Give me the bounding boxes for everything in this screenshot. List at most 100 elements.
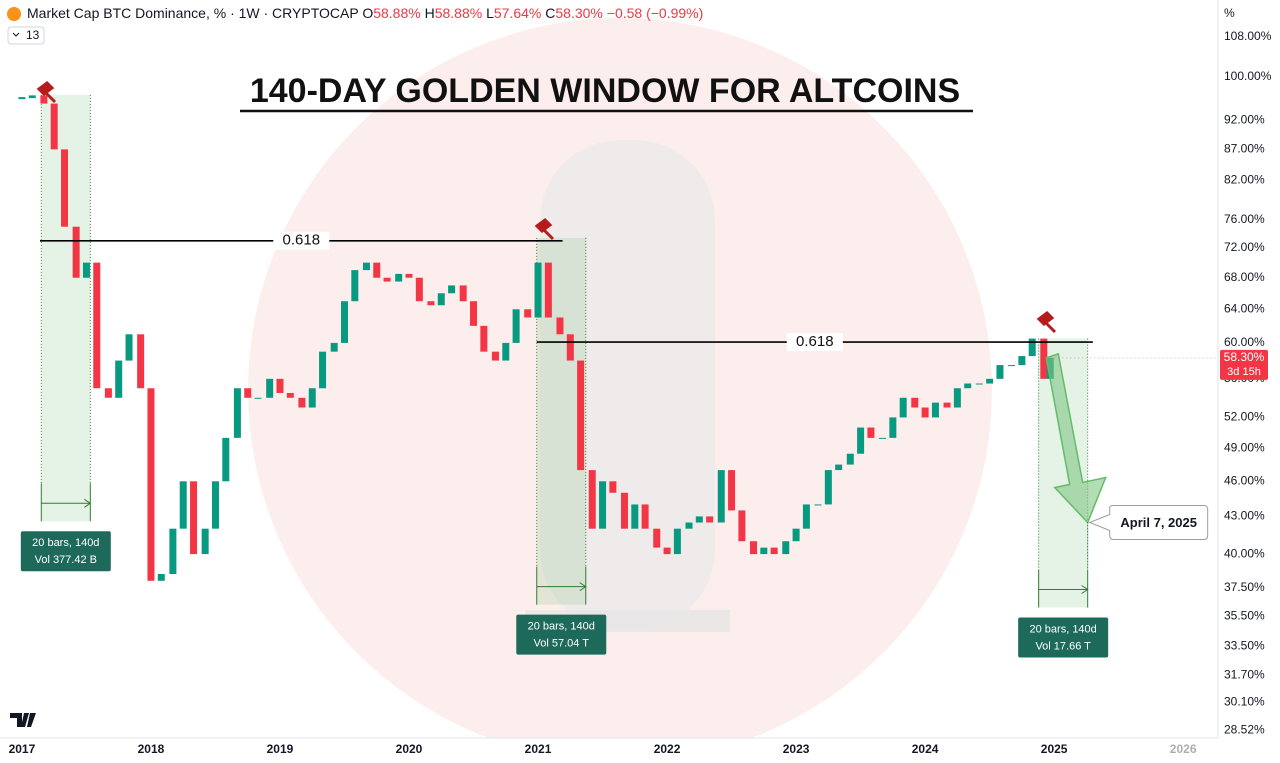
h-val: 58.88% [435,5,482,21]
y-tick-label: 72.00% [1224,240,1265,254]
hammer-icon [534,218,555,241]
candle [556,317,564,335]
window-arrow-head [84,498,92,508]
plot: 20 bars, 140d Vol 377.42 B 20 bars, 140d Vo… [18,81,1218,658]
candle [276,378,284,393]
candle [157,573,165,581]
candle [835,464,843,471]
candle [760,547,768,555]
candle [459,285,467,302]
x-tick-label: 2017 [9,742,36,756]
candle [695,516,703,523]
candle [125,334,133,361]
candle [415,277,423,302]
x-axis-bg [0,738,1218,763]
x-tick-label: 2024 [912,742,939,756]
candle [82,262,90,278]
candle [201,528,209,555]
candle [266,378,274,398]
candle [824,470,832,505]
candle [448,285,456,294]
window-arrow-head [1081,585,1089,594]
candle [750,541,758,555]
hammer-icon [36,81,57,104]
candle [340,301,348,343]
y-unit: % [1224,6,1235,20]
x-tick-label: 2025 [1041,742,1068,756]
indicator-count[interactable]: 13 [26,28,40,42]
candle [857,427,865,454]
candle [641,504,649,529]
candle [889,417,897,438]
btc-icon [7,7,21,21]
candle [588,470,596,529]
symbol: Market Cap BTC Dominance, % · 1W · CRYPT… [27,5,358,21]
candle [802,504,810,529]
indicator-toggle[interactable] [7,26,45,45]
target-callout [1088,505,1209,541]
hammer-icon [1036,311,1057,334]
candle [319,351,327,389]
y-tick-label: 40.00% [1224,546,1265,560]
y-tick-label: 87.00% [1224,142,1265,156]
axes: 108.00% 100.00% 92.00% 87.00% 82.00% 76.00% 72… [9,29,1272,756]
candle [534,262,542,318]
candle [609,481,617,493]
candle [362,262,370,271]
y-tick-label: 64.00% [1224,301,1265,315]
x-tick-label: 2021 [525,742,552,756]
candle [673,528,681,555]
candle [93,262,101,389]
x-tick-label: 2020 [396,742,423,756]
candle [566,334,574,361]
candle [298,397,306,408]
candle [190,481,198,555]
candle [524,309,532,318]
countdown-label: 3d 15h [1227,366,1261,378]
candle [1040,338,1048,379]
window-vol: Vol 17.66 T [1035,640,1091,652]
candle [147,388,155,581]
window-bars: 20 bars, 140d [528,621,595,633]
candle [663,547,671,555]
candle [40,95,48,104]
last-price-label: 58.30% [1224,350,1265,364]
candle [169,528,177,574]
y-tick-label: 31.70% [1224,667,1265,681]
candle [728,470,736,511]
candle [1008,365,1016,367]
candle [792,528,800,542]
y-tick-label: 52.00% [1224,410,1265,424]
target-label: April 7, 2025 [1120,515,1197,530]
header-legend: Market Cap BTC Dominance, % · 1W · CRYPT… [27,5,703,21]
fib-label-bg [273,231,330,250]
candle [512,309,520,343]
candle [599,481,607,529]
y-tick-label: 82.00% [1224,172,1265,186]
y-tick-label: 92.00% [1224,112,1265,126]
candle [491,351,499,361]
candle [706,516,714,523]
candle [943,402,951,408]
candle [437,293,445,306]
candle [72,226,80,278]
candle [351,270,359,302]
candle [1018,356,1026,366]
y-tick-label: 35.50% [1224,608,1265,622]
candle [738,510,746,542]
y-tick-label: 30.10% [1224,694,1265,708]
fib-label-bg [786,333,843,352]
candle [782,541,790,555]
candle [911,397,919,408]
candle [405,273,413,278]
candle [717,470,725,523]
window-vol: Vol 377.42 B [35,554,97,566]
candle [653,528,661,548]
y-tick-label: 108.00% [1224,29,1272,43]
y-tick-label: 100.00% [1224,69,1272,83]
c-key: C [545,5,555,21]
candle [814,504,822,506]
candle [330,342,338,352]
candle [137,334,145,389]
x-tick-label: 2023 [783,742,810,756]
